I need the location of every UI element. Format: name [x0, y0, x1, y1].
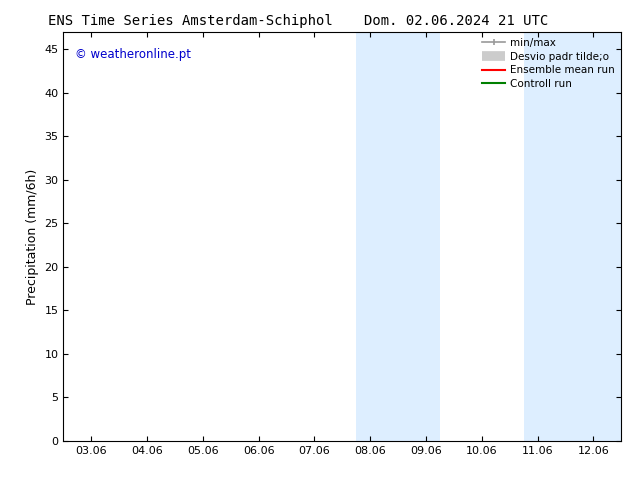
Bar — [356, 32, 440, 441]
Text: Dom. 02.06.2024 21 UTC: Dom. 02.06.2024 21 UTC — [365, 14, 548, 28]
Text: © weatheronline.pt: © weatheronline.pt — [75, 48, 191, 61]
Bar — [524, 32, 621, 441]
Y-axis label: Precipitation (mm/6h): Precipitation (mm/6h) — [26, 168, 39, 305]
Text: ENS Time Series Amsterdam-Schiphol: ENS Time Series Amsterdam-Schiphol — [48, 14, 333, 28]
Legend: min/max, Desvio padr tilde;o, Ensemble mean run, Controll run: min/max, Desvio padr tilde;o, Ensemble m… — [478, 34, 619, 93]
